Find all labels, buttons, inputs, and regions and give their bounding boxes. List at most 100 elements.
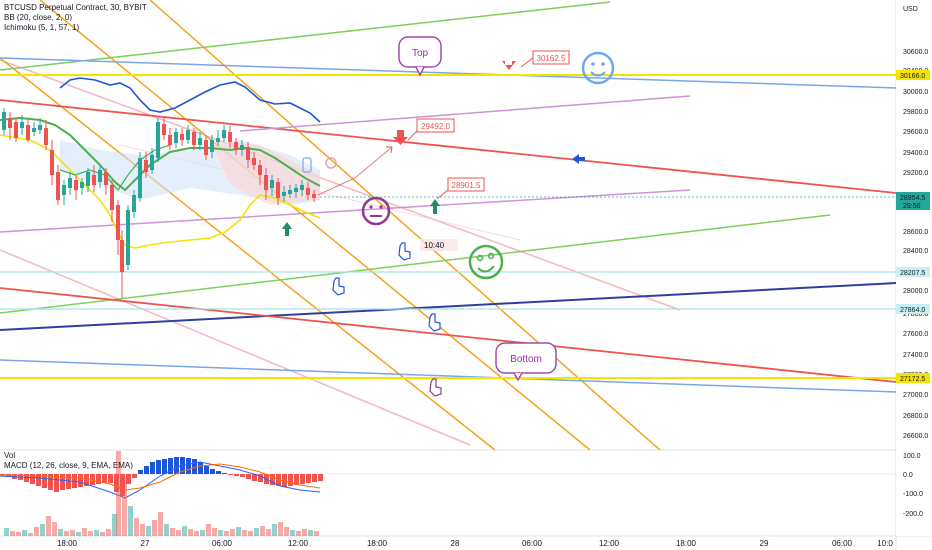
candle-body[interactable] <box>20 122 24 128</box>
navy-trendline[interactable] <box>0 282 897 331</box>
price-tag <box>896 304 930 314</box>
candle-body[interactable] <box>50 150 54 175</box>
candle-body[interactable] <box>312 194 316 198</box>
candle-body[interactable] <box>120 240 124 272</box>
violet-trendline[interactable] <box>239 95 691 132</box>
projection-arrow[interactable] <box>317 146 393 196</box>
candle-body[interactable] <box>258 165 262 175</box>
volume-bar <box>194 531 199 536</box>
price-axis[interactable]: USD 30600.030400.030000.029800.029600.02… <box>896 0 932 536</box>
time-axis-label: 18:00 <box>57 539 78 548</box>
price-axis-label: 29200.0 <box>903 170 928 177</box>
candle-body[interactable] <box>180 134 184 140</box>
candle-body[interactable] <box>234 142 238 150</box>
candle-body[interactable] <box>98 170 102 182</box>
candle-body[interactable] <box>44 128 48 145</box>
macd-histogram-bar <box>210 469 215 474</box>
indicator-pane[interactable] <box>0 450 896 536</box>
candle-body[interactable] <box>110 185 114 210</box>
time-axis[interactable]: 18:00 27 06:00 12:00 18:00 28 06:00 12:00 18:00 2… <box>57 539 893 548</box>
candle-body[interactable] <box>252 158 256 165</box>
candle-body[interactable] <box>270 180 274 188</box>
price-note-3-text: 28901.5 <box>452 181 481 190</box>
candle-body[interactable] <box>132 195 136 212</box>
candle-body[interactable] <box>186 130 190 140</box>
volume-bar <box>212 528 217 536</box>
candle-body[interactable] <box>74 180 78 190</box>
candle-body[interactable] <box>306 188 310 195</box>
candle-body[interactable] <box>276 182 280 198</box>
candlestick-series[interactable] <box>2 108 316 298</box>
candle-body[interactable] <box>116 205 120 240</box>
candle-body[interactable] <box>204 140 208 155</box>
candle-body[interactable] <box>228 132 232 142</box>
silly-face-icon[interactable] <box>468 244 504 280</box>
blue-trendline[interactable] <box>0 359 897 393</box>
blue-trendline[interactable] <box>0 57 897 89</box>
candle-body[interactable] <box>294 188 298 192</box>
volume-bar <box>302 529 307 536</box>
candle-body[interactable] <box>56 172 60 200</box>
candle-body[interactable] <box>92 175 96 185</box>
macd-histogram-bar <box>282 474 287 487</box>
red-trendline[interactable] <box>0 99 897 194</box>
candle-body[interactable] <box>210 140 214 152</box>
top-callout[interactable]: Top <box>398 36 442 77</box>
price-note-2[interactable]: 29492.0 <box>393 118 455 145</box>
neutral-face-icon[interactable] <box>361 196 391 226</box>
candle-body[interactable] <box>26 125 30 140</box>
price-axis-label: 27800.0 <box>903 311 928 318</box>
candle-body[interactable] <box>198 138 202 145</box>
green-trendline[interactable] <box>0 1 611 71</box>
candle-body[interactable] <box>300 185 304 190</box>
candle-body[interactable] <box>68 178 72 188</box>
price-tag-countdown: 29:50 <box>903 203 921 210</box>
candle-body[interactable] <box>216 138 220 142</box>
candle-body[interactable] <box>156 122 160 158</box>
price-note-1[interactable]: 30162.5 <box>502 50 570 70</box>
macd-legend[interactable]: MACD (12, 26, close, 9, EMA, EMA) <box>4 461 133 470</box>
candle-body[interactable] <box>32 128 36 132</box>
candle-body[interactable] <box>14 122 18 138</box>
green-trendline[interactable] <box>0 214 831 314</box>
price-axis-unit: USD <box>903 6 918 13</box>
candle-body[interactable] <box>174 132 178 143</box>
candle-body[interactable] <box>282 192 286 196</box>
price-axis-label: 29800.0 <box>903 109 928 116</box>
candle-body[interactable] <box>38 125 42 130</box>
volume-bar <box>94 530 99 536</box>
candle-body[interactable] <box>168 135 172 145</box>
candle-body[interactable] <box>240 145 244 150</box>
candle-body[interactable] <box>288 190 292 194</box>
candle-body[interactable] <box>138 158 142 198</box>
candle-body[interactable] <box>8 118 12 128</box>
candle-body[interactable] <box>2 112 6 130</box>
happy-face-icon[interactable] <box>581 51 615 85</box>
ichimoku-legend[interactable]: Ichimoku (5, 1, 57, 1) <box>4 23 80 32</box>
price-note-3[interactable]: 28901.5 <box>430 177 485 214</box>
candle-body[interactable] <box>192 132 196 145</box>
candle-body[interactable] <box>104 172 108 185</box>
candle-body[interactable] <box>144 160 148 172</box>
candle-body[interactable] <box>126 210 130 265</box>
candle-body[interactable] <box>150 155 154 170</box>
volume-bar <box>34 527 39 536</box>
candle-body[interactable] <box>162 124 166 135</box>
vol-legend[interactable]: Vol <box>4 451 16 460</box>
candle-body[interactable] <box>80 182 84 188</box>
candle-body[interactable] <box>264 175 268 190</box>
pink-trendline[interactable] <box>0 249 471 446</box>
bb-legend[interactable]: BB (20, close, 2, 0) <box>4 13 73 22</box>
candle-body[interactable] <box>86 172 90 186</box>
bottom-callout[interactable]: Bottom <box>495 342 557 382</box>
macd-histogram-bar <box>276 474 281 486</box>
candle-body[interactable] <box>62 185 66 195</box>
candle-body[interactable] <box>222 130 226 138</box>
candle-body[interactable] <box>246 147 250 160</box>
time-note-text: 10:40 <box>424 241 445 250</box>
volume-bar <box>52 522 57 536</box>
volume-bar <box>176 530 181 536</box>
orange-channel-line[interactable] <box>0 57 496 451</box>
red-trendline[interactable] <box>0 287 897 383</box>
